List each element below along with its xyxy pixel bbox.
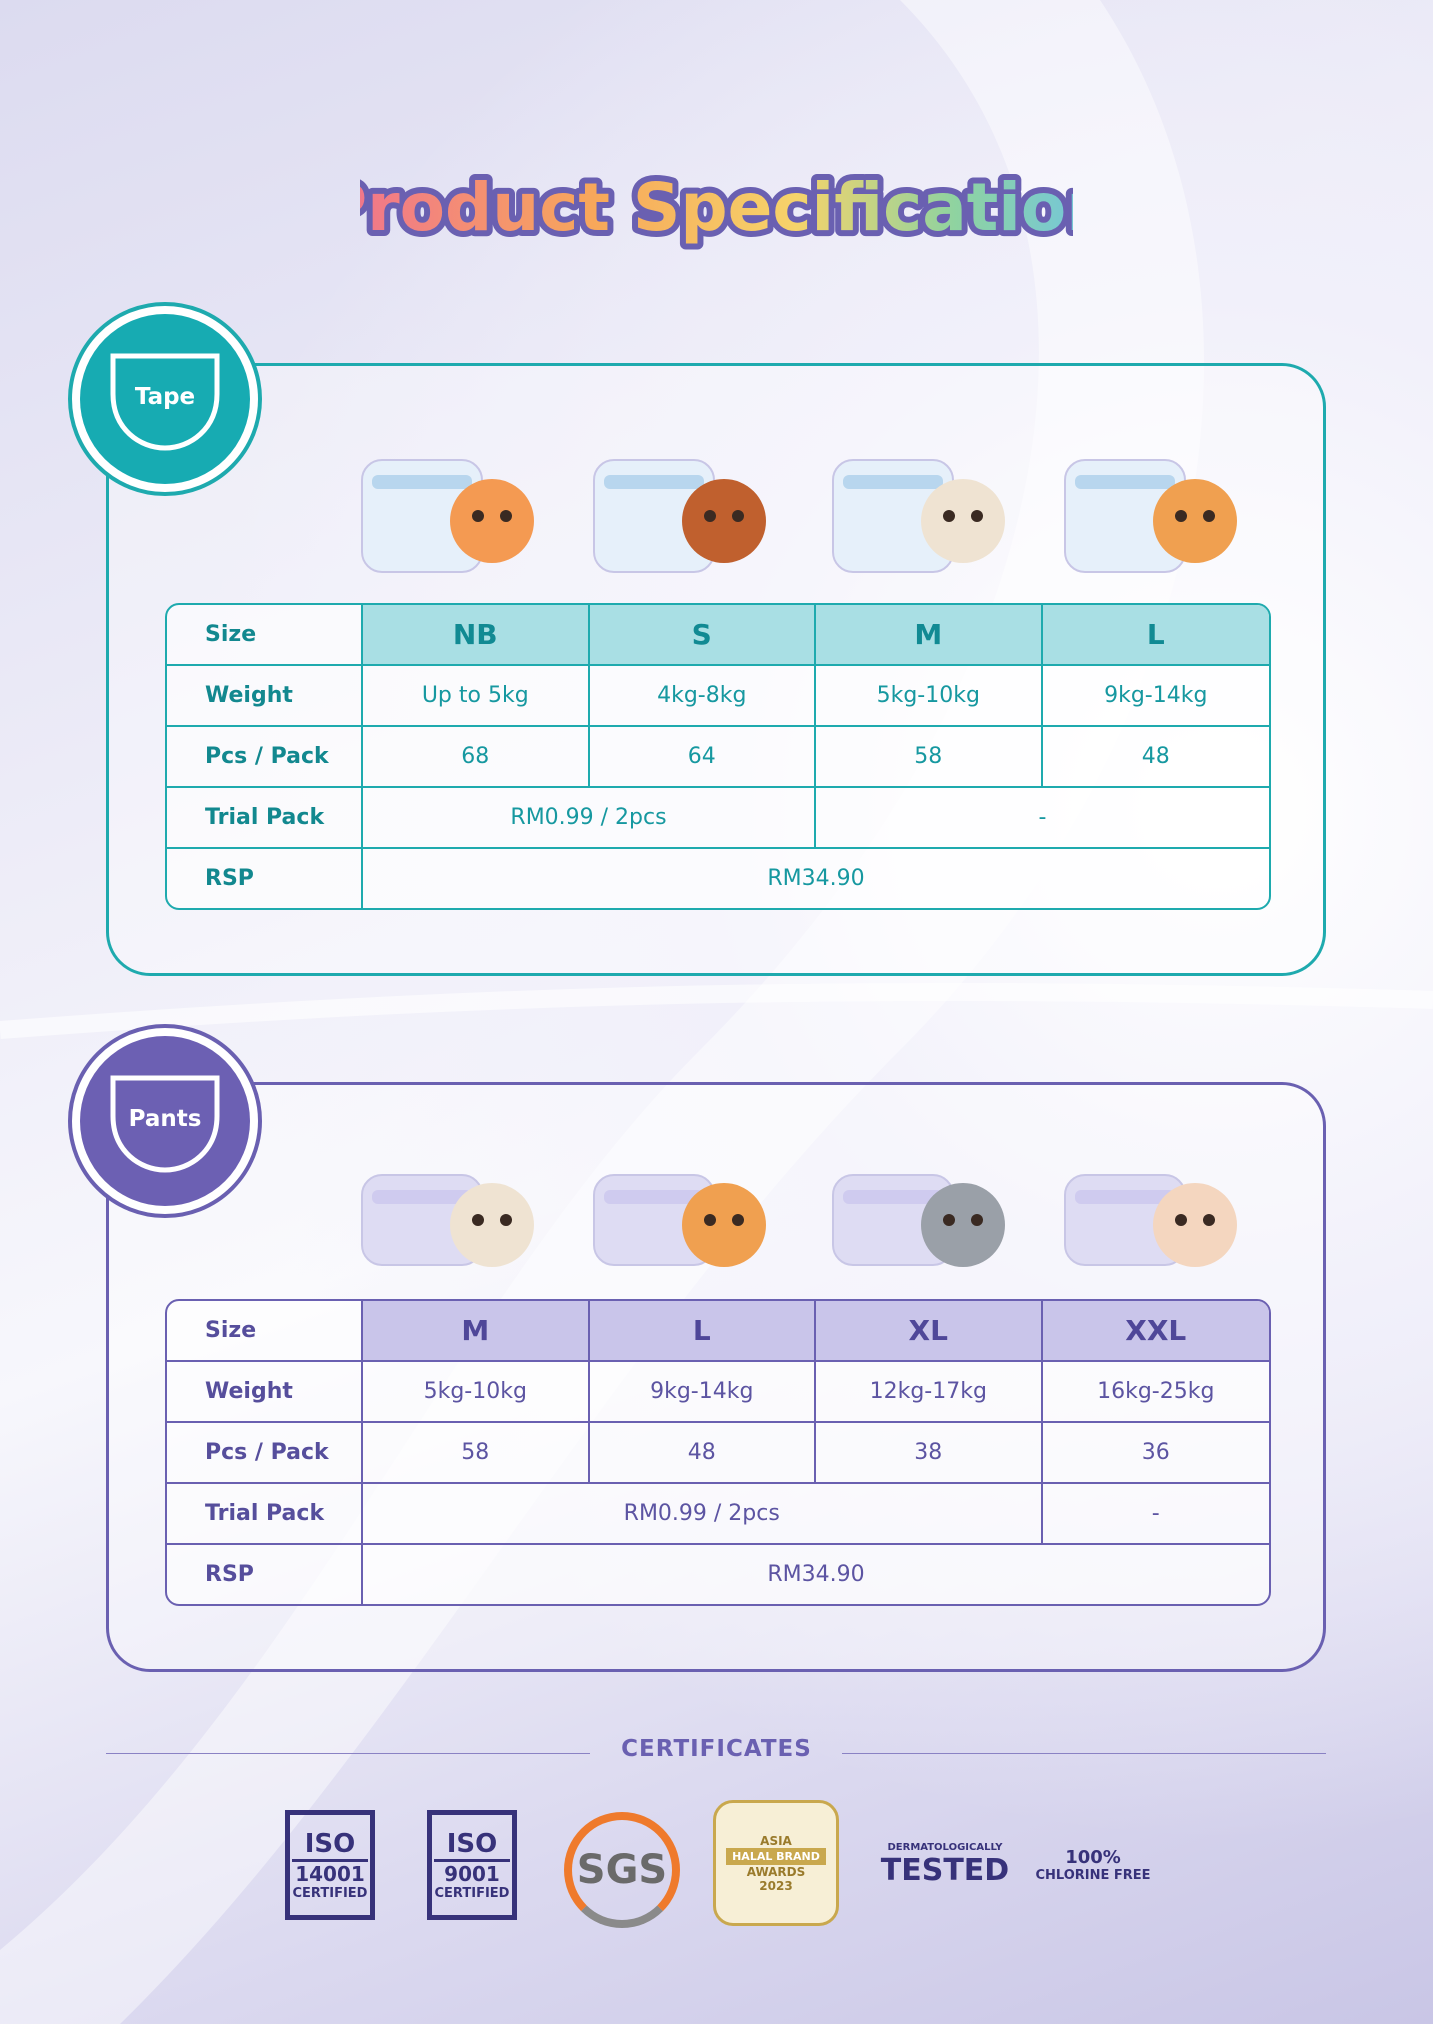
spec-cell: 48 xyxy=(1042,727,1269,788)
size-cell: M xyxy=(816,605,1043,666)
spec-cell: 9kg-14kg xyxy=(1042,666,1269,727)
product-image xyxy=(361,459,534,573)
row-label: Size xyxy=(167,1301,363,1362)
spec-row: RSP RM34.90 xyxy=(167,849,1269,908)
spec-row: Weight 5kg-10kg 9kg-14kg 12kg-17kg 16kg-25kg xyxy=(167,1362,1269,1423)
certificate-text: TESTED xyxy=(880,1853,1010,1888)
certificate-text: 9001 xyxy=(434,1859,510,1886)
certificate: ASIA HALAL BRAND AWARDS 2023 xyxy=(713,1800,839,1926)
spec-cell: 58 xyxy=(363,1423,590,1484)
spec-cell: 16kg-25kg xyxy=(1042,1362,1269,1423)
row-label: RSP xyxy=(167,849,363,908)
spec-cell: RM34.90 xyxy=(767,866,865,891)
header-row: Size NB S M L xyxy=(167,605,1269,666)
certificate-text: AWARDS xyxy=(746,1864,806,1879)
size-cell: XXL xyxy=(1042,1301,1269,1362)
certificates-title: CERTIFICATES xyxy=(621,1736,812,1762)
spec-cell: 38 xyxy=(816,1423,1043,1484)
spec-row: RSP RM34.90 xyxy=(167,1545,1269,1604)
row-label: Trial Pack xyxy=(167,1484,363,1545)
certificate-text: SGS xyxy=(576,1847,668,1893)
size-cell: S xyxy=(589,605,816,666)
product-image xyxy=(832,1174,1005,1267)
spec-cell: 4kg-8kg xyxy=(589,666,816,727)
icon-badge: Pants xyxy=(80,1036,250,1206)
spec-cell: 36 xyxy=(1042,1423,1269,1484)
spec-table: Size NB S M L Weight Up to 5kg 4kg-8kg 5kg-10kg 9… xyxy=(165,603,1271,910)
icon-label: Pants xyxy=(128,1106,202,1132)
certificate: 100% CHLORINE FREE xyxy=(1028,1800,1158,1930)
section-icon: Pants xyxy=(68,1024,262,1218)
row-label: Pcs / Pack xyxy=(167,1423,363,1484)
spec-cell: RM0.99 / 2pcs xyxy=(363,1484,1043,1545)
row-label: Weight xyxy=(167,666,363,727)
spec-cell: 5kg-10kg xyxy=(816,666,1043,727)
certificate-text: CERTIFIED xyxy=(434,1886,510,1901)
row-label: Weight xyxy=(167,1362,363,1423)
certificate: ISO 9001 CERTIFIED xyxy=(427,1810,517,1920)
certificate: ISO 14001 CERTIFIED xyxy=(285,1810,375,1920)
certificate-text: ASIA xyxy=(760,1833,792,1848)
spec-row: Trial Pack RM0.99 / 2pcs - xyxy=(167,788,1269,849)
certificate-text: 14001 xyxy=(292,1859,368,1886)
product-image xyxy=(593,459,766,573)
spec-cell: 64 xyxy=(589,727,816,788)
spec-cell: RM34.90 xyxy=(767,1562,865,1587)
certificate-text: DERMATOLOGICALLY xyxy=(887,1842,1003,1853)
certificate-text: CHLORINE FREE xyxy=(1035,1868,1151,1883)
spec-cell: 12kg-17kg xyxy=(816,1362,1043,1423)
title-art: Product Specification xyxy=(360,163,1073,252)
spec-table: Size M L XL XXL Weight 5kg-10kg 9kg-14kg 12kg-17… xyxy=(165,1299,1271,1606)
spec-row: Pcs / Pack 68 64 58 48 xyxy=(167,727,1269,788)
product-image xyxy=(832,459,1005,573)
size-cell: M xyxy=(363,1301,590,1362)
spec-cell: 5kg-10kg xyxy=(363,1362,590,1423)
product-image xyxy=(593,1174,766,1267)
product-image xyxy=(361,1174,534,1267)
divider xyxy=(106,1753,590,1754)
diaper-icon xyxy=(110,1075,220,1173)
header-row: Size M L XL XXL xyxy=(167,1301,1269,1362)
page-title: Product Specification xyxy=(360,169,1073,246)
size-cell: XL xyxy=(816,1301,1043,1362)
certificate-text: ISO xyxy=(446,1829,498,1859)
size-cell: L xyxy=(589,1301,816,1362)
certificate: DERMATOLOGICALLY TESTED xyxy=(880,1800,1010,1930)
size-cell: NB xyxy=(363,605,590,666)
row-label: RSP xyxy=(167,1545,363,1604)
spec-cell: - xyxy=(816,788,1269,849)
spec-cell: 9kg-14kg xyxy=(589,1362,816,1423)
certificate-text: 100% xyxy=(1065,1847,1121,1868)
icon-badge: Tape xyxy=(80,314,250,484)
size-cell: L xyxy=(1042,605,1269,666)
spec-cell: 58 xyxy=(816,727,1043,788)
certificate-text: ISO xyxy=(304,1829,356,1859)
spec-row: Trial Pack RM0.99 / 2pcs - xyxy=(167,1484,1269,1545)
spec-cell: Up to 5kg xyxy=(363,666,590,727)
row-label: Size xyxy=(167,605,363,666)
spec-cell: RM0.99 / 2pcs xyxy=(363,788,816,849)
certificate-text: CERTIFIED xyxy=(292,1886,368,1901)
icon-label: Tape xyxy=(134,384,196,410)
divider xyxy=(842,1753,1326,1754)
product-image xyxy=(1064,1174,1237,1267)
diaper-icon xyxy=(110,353,220,451)
spec-cell: - xyxy=(1042,1484,1269,1545)
product-image xyxy=(1064,459,1237,573)
certificate-text: HALAL BRAND xyxy=(726,1847,826,1865)
spec-row: Weight Up to 5kg 4kg-8kg 5kg-10kg 9kg-14kg xyxy=(167,666,1269,727)
section-icon: Tape xyxy=(68,302,262,496)
spec-cell: 48 xyxy=(589,1423,816,1484)
row-label: Pcs / Pack xyxy=(167,727,363,788)
spec-cell: 68 xyxy=(363,727,590,788)
certificate: SGS xyxy=(564,1812,680,1928)
row-label: Trial Pack xyxy=(167,788,363,849)
certificate-text: 2023 xyxy=(759,1878,793,1893)
spec-row: Pcs / Pack 58 48 38 36 xyxy=(167,1423,1269,1484)
